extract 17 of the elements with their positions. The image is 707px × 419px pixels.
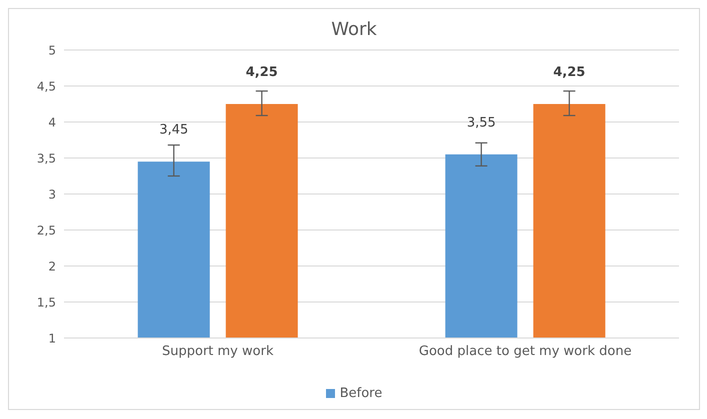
y-tick-label: 4,5 (36, 79, 56, 94)
y-tick-label: 2,5 (36, 223, 56, 238)
data-label: 4,25 (553, 65, 586, 80)
data-label: 3,45 (159, 122, 188, 138)
x-tick-label: Support my work (162, 344, 274, 360)
y-tick-label: 1 (48, 331, 56, 346)
x-tick-label: Good place to get my work done (418, 344, 632, 360)
y-tick-label: 5 (48, 43, 56, 58)
y-tick-label: 1,5 (36, 295, 56, 310)
data-label: 3,55 (466, 115, 496, 130)
y-tick-label: 4 (48, 115, 56, 130)
data-label: 4,25 (246, 65, 278, 80)
legend-label: Before (340, 386, 382, 401)
y-tick-label: 2 (48, 259, 56, 274)
chart-title: Work (330, 19, 378, 40)
y-tick-label: 3 (48, 187, 56, 202)
y-tick-label: 3,5 (36, 151, 56, 166)
